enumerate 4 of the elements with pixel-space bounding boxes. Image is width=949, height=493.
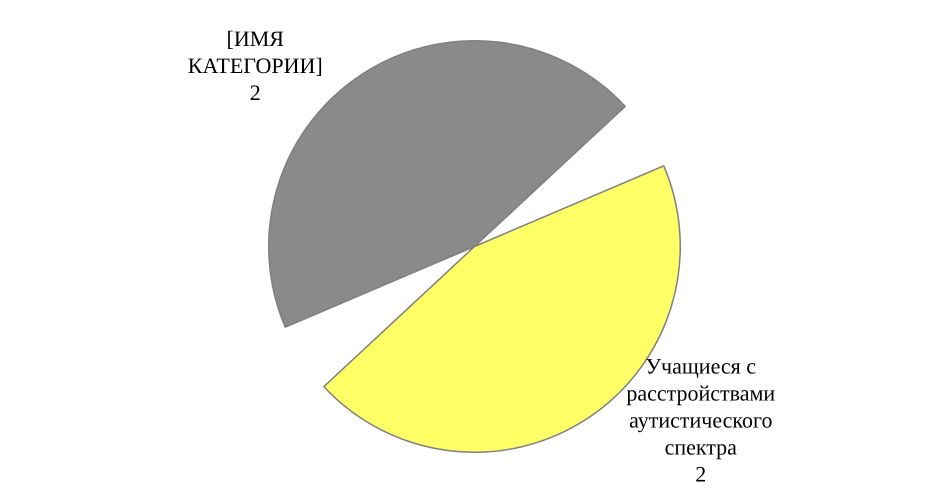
data-label: 2 xyxy=(250,80,261,106)
slice-label: Учащиеся с расстройствами аутистического спектра xyxy=(626,353,776,460)
slice-label: [ИМЯ КАТЕГОРИИ] xyxy=(188,26,323,78)
data-label: 2 xyxy=(695,461,706,486)
